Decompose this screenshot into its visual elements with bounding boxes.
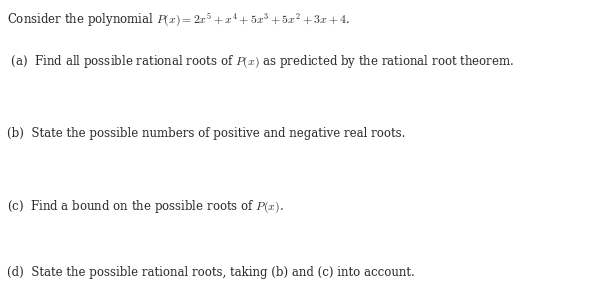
Text: (c)  Find a bound on the possible roots of $P(x)$.: (c) Find a bound on the possible roots o… (7, 198, 284, 215)
Text: (b)  State the possible numbers of positive and negative real roots.: (b) State the possible numbers of positi… (7, 127, 406, 140)
Text: (a)  Find all possible rational roots of $P(x)$ as predicted by the rational roo: (a) Find all possible rational roots of … (7, 53, 515, 70)
Text: Consider the polynomial $P(x) = 2x^5 + x^4 + 5x^3 + 5x^2 + 3x + 4$.: Consider the polynomial $P(x) = 2x^5 + x… (7, 12, 350, 29)
Text: (d)  State the possible rational roots, taking (b) and (c) into account.: (d) State the possible rational roots, t… (7, 266, 415, 279)
